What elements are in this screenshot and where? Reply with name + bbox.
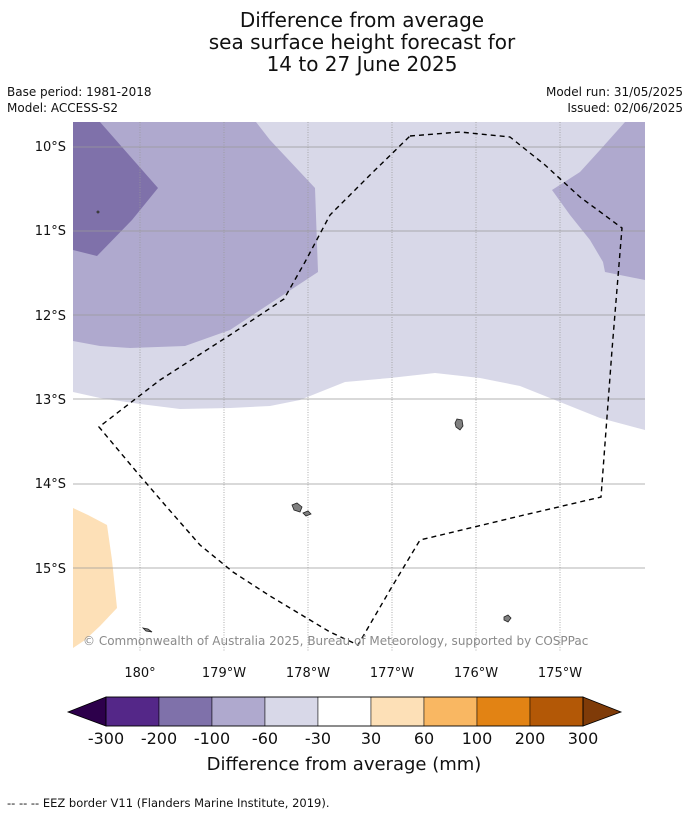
- colorbar-tick-300: 300: [568, 729, 599, 748]
- lat-label-12s: 12°S: [35, 309, 66, 324]
- lat-label-14s: 14°S: [35, 477, 66, 492]
- colorbar-tick-m60: -60: [252, 729, 278, 748]
- colorbar-segment-2: [158, 696, 213, 727]
- island-wallis: [454, 418, 464, 431]
- colorbar-tick-m200: -200: [141, 729, 177, 748]
- lon-label-177w: 177°W: [370, 666, 414, 681]
- colorbar-tick-m30: -30: [305, 729, 331, 748]
- colorbar-outline: [105, 696, 584, 727]
- colorbar-segment-5: [317, 696, 372, 727]
- lon-label-178w: 178°W: [286, 666, 330, 681]
- lat-label-11s: 11°S: [35, 224, 66, 239]
- island-east: [503, 614, 512, 623]
- issued-date: Issued: 02/06/2025: [567, 101, 683, 115]
- lat-label-15s: 15°S: [35, 562, 66, 577]
- colorbar-segment-9: [529, 696, 584, 727]
- colorbar: -300 -200 -100 -60 -30 30 60 100 200 300…: [66, 696, 623, 775]
- title-line-1: Difference from average: [239, 8, 485, 32]
- title-line-2: sea surface height forecast for: [208, 30, 516, 54]
- chart-title: Difference from average sea surface heig…: [0, 9, 690, 75]
- lat-label-10s: 10°S: [35, 140, 66, 155]
- colorbar-segment-8: [476, 696, 531, 727]
- colorbar-extend-high: [582, 696, 623, 727]
- colorbar-segment-6: [370, 696, 425, 727]
- lon-labels: 180° 179°W 178°W 177°W 176°W 175°W: [124, 666, 582, 681]
- copyright-notice: © Commonwealth of Australia 2025, Bureau…: [83, 634, 588, 648]
- eez-footnote: -- -- -- EEZ border V11 (Flanders Marine…: [7, 796, 330, 810]
- eez-border: [97, 131, 623, 646]
- colorbar-segment-7: [423, 696, 478, 727]
- lon-label-176w: 176°W: [454, 666, 498, 681]
- island-alofi: [302, 510, 312, 517]
- colorbar-segment-4: [264, 696, 319, 727]
- meta-right: Model run: 31/05/2025 Issued: 02/06/2025: [546, 84, 683, 116]
- gridlines: [73, 122, 645, 652]
- island-northwest-dot: [96, 210, 100, 214]
- title-line-3: 14 to 27 June 2025: [266, 52, 458, 76]
- colorbar-tick-100: 100: [462, 729, 493, 748]
- land-masses: [96, 210, 512, 633]
- lat-label-13s: 13°S: [35, 393, 66, 408]
- colorbar-tick-30: 30: [361, 729, 381, 748]
- colorbar-tick-60: 60: [414, 729, 434, 748]
- base-period: Base period: 1981-2018: [7, 85, 152, 99]
- colorbar-segment-1: [105, 696, 160, 727]
- lat-labels: 10°S 11°S 12°S 13°S 14°S 15°S: [35, 140, 66, 577]
- colorbar-title: Difference from average (mm): [207, 754, 482, 775]
- colorbar-segment-3: [211, 696, 266, 727]
- meta-left: Base period: 1981-2018 Model: ACCESS-S2: [7, 84, 152, 116]
- lon-label-179w: 179°W: [202, 666, 246, 681]
- map-area: [73, 122, 645, 652]
- anomaly-region-30-60: [73, 508, 117, 648]
- model-run: Model run: 31/05/2025: [545, 85, 683, 99]
- colorbar-tick-m100: -100: [194, 729, 230, 748]
- anomaly-region-m200-m100: [73, 122, 158, 256]
- island-futuna: [291, 502, 303, 513]
- island-southwest: [141, 627, 153, 633]
- colorbar-tick-m300: -300: [88, 729, 124, 748]
- colorbar-tick-200: 200: [515, 729, 546, 748]
- lon-label-175w: 175°W: [538, 666, 582, 681]
- lon-label-180: 180°: [124, 666, 155, 681]
- model-name: Model: ACCESS-S2: [7, 101, 119, 115]
- colorbar-extend-low: [66, 696, 107, 727]
- anomaly-region-m100-m60-east: [552, 122, 645, 280]
